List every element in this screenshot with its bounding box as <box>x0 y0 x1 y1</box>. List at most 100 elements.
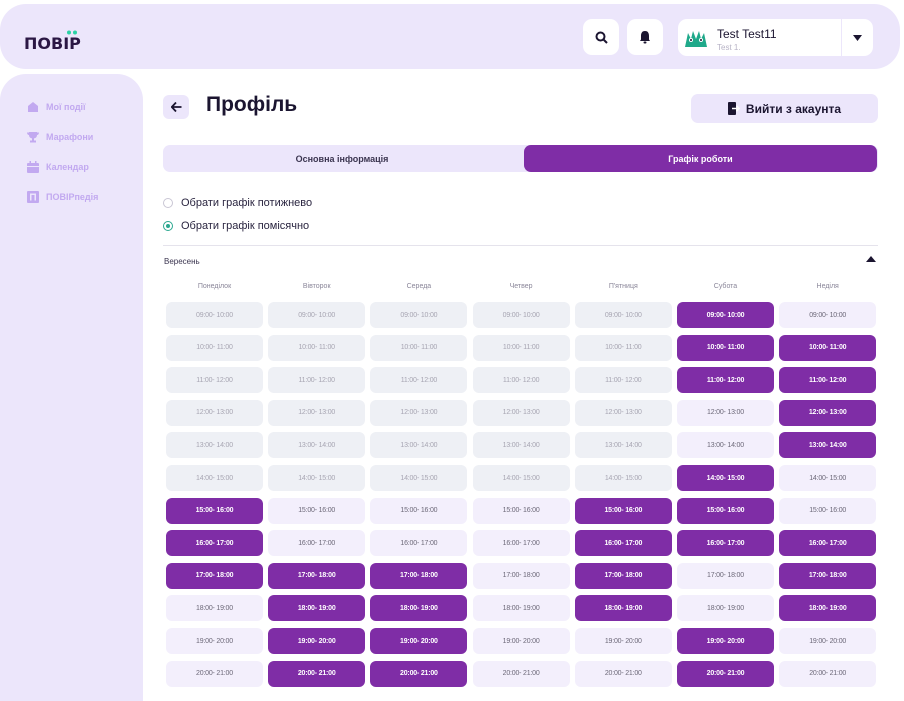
time-slot-disabled: 12:00- 13:00 <box>574 399 672 426</box>
povir-logo[interactable]: ПОВІР <box>24 30 90 52</box>
time-slot-selected[interactable]: 13:00- 14:00 <box>779 432 877 459</box>
book-icon <box>27 191 39 203</box>
time-slot-selected[interactable]: 20:00- 21:00 <box>370 660 468 687</box>
time-slot-selected[interactable]: 12:00- 13:00 <box>779 399 877 426</box>
time-slot[interactable]: 19:00- 20:00 <box>472 628 570 654</box>
radio-weekly[interactable]: Обрати графік потижнево <box>163 197 312 209</box>
collapse-arrow-icon[interactable] <box>866 255 876 263</box>
time-slot-disabled: 13:00- 14:00 <box>472 432 570 459</box>
page-title: Профіль <box>206 93 298 116</box>
logout-button[interactable]: Вийти з акаунта <box>691 94 878 123</box>
time-slot[interactable]: 15:00- 16:00 <box>472 497 570 524</box>
time-slot-selected[interactable]: 15:00- 16:00 <box>574 497 672 524</box>
sidebar-item-label: Календар <box>46 162 89 172</box>
time-slot-selected[interactable]: 18:00- 19:00 <box>574 595 672 622</box>
day-header: Неділя <box>816 283 839 290</box>
time-slot-disabled: 11:00- 12:00 <box>574 367 672 394</box>
radio-monthly[interactable]: Обрати графік помісячно <box>163 220 309 232</box>
time-slot-disabled: 14:00- 15:00 <box>166 465 263 491</box>
time-slot-disabled: 09:00- 10:00 <box>370 302 468 328</box>
time-slot[interactable]: 18:00- 19:00 <box>677 595 774 622</box>
time-slot[interactable]: 18:00- 19:00 <box>472 595 570 622</box>
time-slot[interactable]: 16:00- 17:00 <box>268 530 366 557</box>
radio-label: Обрати графік помісячно <box>181 220 310 232</box>
notifications-button[interactable] <box>627 19 663 55</box>
time-slot-selected[interactable]: 11:00- 12:00 <box>677 367 774 394</box>
time-slot[interactable]: 20:00- 21:00 <box>574 660 672 687</box>
user-subtitle: Test 1. <box>717 43 741 52</box>
time-slot-disabled: 11:00- 12:00 <box>370 367 468 394</box>
time-slot[interactable]: 13:00- 14:00 <box>677 432 774 459</box>
time-slot-disabled: 10:00- 11:00 <box>574 334 672 361</box>
search-icon <box>595 31 608 44</box>
time-slot[interactable]: 20:00- 21:00 <box>166 660 263 687</box>
sidebar-item-calendar[interactable]: Календар <box>27 161 89 173</box>
divider <box>163 245 878 246</box>
time-slot-selected[interactable]: 17:00- 18:00 <box>166 562 263 589</box>
time-slot[interactable]: 16:00- 17:00 <box>370 530 468 557</box>
time-slot-selected[interactable]: 19:00- 20:00 <box>677 628 774 654</box>
time-slot[interactable]: 16:00- 17:00 <box>472 530 570 557</box>
time-slot[interactable]: 19:00- 20:00 <box>779 628 877 654</box>
time-slot[interactable]: 20:00- 21:00 <box>472 660 570 687</box>
time-slot[interactable]: 20:00- 21:00 <box>779 660 877 687</box>
time-slot-selected[interactable]: 14:00- 15:00 <box>677 465 774 491</box>
radio-button[interactable] <box>163 198 173 208</box>
arrow-left-icon <box>170 102 181 112</box>
logout-icon <box>727 102 740 115</box>
time-slot-selected[interactable]: 16:00- 17:00 <box>574 530 672 557</box>
time-slot-selected[interactable]: 10:00- 11:00 <box>677 334 774 361</box>
time-slot[interactable]: 15:00- 16:00 <box>268 497 366 524</box>
avatar <box>685 31 707 47</box>
time-slot-disabled: 14:00- 15:00 <box>574 465 672 491</box>
time-slot[interactable]: 19:00- 20:00 <box>166 628 263 654</box>
time-slot[interactable]: 15:00- 16:00 <box>779 497 877 524</box>
time-slot-selected[interactable]: 09:00- 10:00 <box>677 302 774 328</box>
user-menu[interactable]: Test Test11 Test 1. <box>678 19 873 56</box>
time-slot-selected[interactable]: 19:00- 20:00 <box>268 628 366 654</box>
time-slot-selected[interactable]: 17:00- 18:00 <box>574 562 672 589</box>
radio-button-checked[interactable] <box>163 221 173 231</box>
time-slot-disabled: 10:00- 11:00 <box>370 334 468 361</box>
time-slot[interactable]: 12:00- 13:00 <box>677 399 774 426</box>
time-slot-disabled: 09:00- 10:00 <box>472 302 570 328</box>
time-slot-selected[interactable]: 18:00- 19:00 <box>779 595 877 622</box>
time-slot-selected[interactable]: 16:00- 17:00 <box>779 530 877 557</box>
time-slot-disabled: 12:00- 13:00 <box>268 399 366 426</box>
time-slot[interactable]: 15:00- 16:00 <box>370 497 468 524</box>
sidebar-item-label: ПОВІРпедія <box>46 192 99 202</box>
time-slot-selected[interactable]: 18:00- 19:00 <box>268 595 366 622</box>
user-menu-divider <box>841 19 842 56</box>
time-slot[interactable]: 19:00- 20:00 <box>574 628 672 654</box>
tab-basic-info[interactable]: Основна інформація <box>295 153 389 164</box>
time-slot-disabled: 13:00- 14:00 <box>166 432 263 459</box>
time-slot-selected[interactable]: 15:00- 16:00 <box>166 497 263 524</box>
time-slot-selected[interactable]: 20:00- 21:00 <box>677 660 774 687</box>
time-slot-selected[interactable]: 17:00- 18:00 <box>268 562 366 589</box>
sidebar-item-povirpedia[interactable]: ПОВІРпедія <box>27 191 98 203</box>
time-slot[interactable]: 17:00- 18:00 <box>677 562 774 589</box>
tab-work-schedule[interactable]: Графік роботи <box>524 145 877 172</box>
time-slot-selected[interactable]: 18:00- 19:00 <box>370 595 468 622</box>
time-slot-selected[interactable]: 17:00- 18:00 <box>779 562 877 589</box>
time-slot[interactable]: 14:00- 15:00 <box>779 465 877 491</box>
time-slot-selected[interactable]: 20:00- 21:00 <box>268 660 366 687</box>
user-menu-toggle[interactable] <box>842 19 873 56</box>
back-button[interactable] <box>163 95 189 119</box>
time-slot[interactable]: 18:00- 19:00 <box>166 595 263 622</box>
sidebar-item-my-events[interactable]: Мої події <box>27 101 86 113</box>
time-slot-selected[interactable]: 10:00- 11:00 <box>779 334 877 361</box>
day-header: Четвер <box>509 283 533 290</box>
time-slot-selected[interactable]: 19:00- 20:00 <box>370 628 468 654</box>
time-slot[interactable]: 17:00- 18:00 <box>472 562 570 589</box>
time-slot-selected[interactable]: 15:00- 16:00 <box>677 497 774 524</box>
time-slot-disabled: 09:00- 10:00 <box>268 302 366 328</box>
time-slot-selected[interactable]: 11:00- 12:00 <box>779 367 877 394</box>
time-slot[interactable]: 09:00- 10:00 <box>779 302 877 328</box>
time-slot-disabled: 13:00- 14:00 <box>574 432 672 459</box>
sidebar-item-marathons[interactable]: Марафони <box>27 131 93 143</box>
time-slot-selected[interactable]: 16:00- 17:00 <box>166 530 263 557</box>
search-button[interactable] <box>583 19 619 55</box>
time-slot-selected[interactable]: 17:00- 18:00 <box>370 562 468 589</box>
time-slot-selected[interactable]: 16:00- 17:00 <box>677 530 774 557</box>
